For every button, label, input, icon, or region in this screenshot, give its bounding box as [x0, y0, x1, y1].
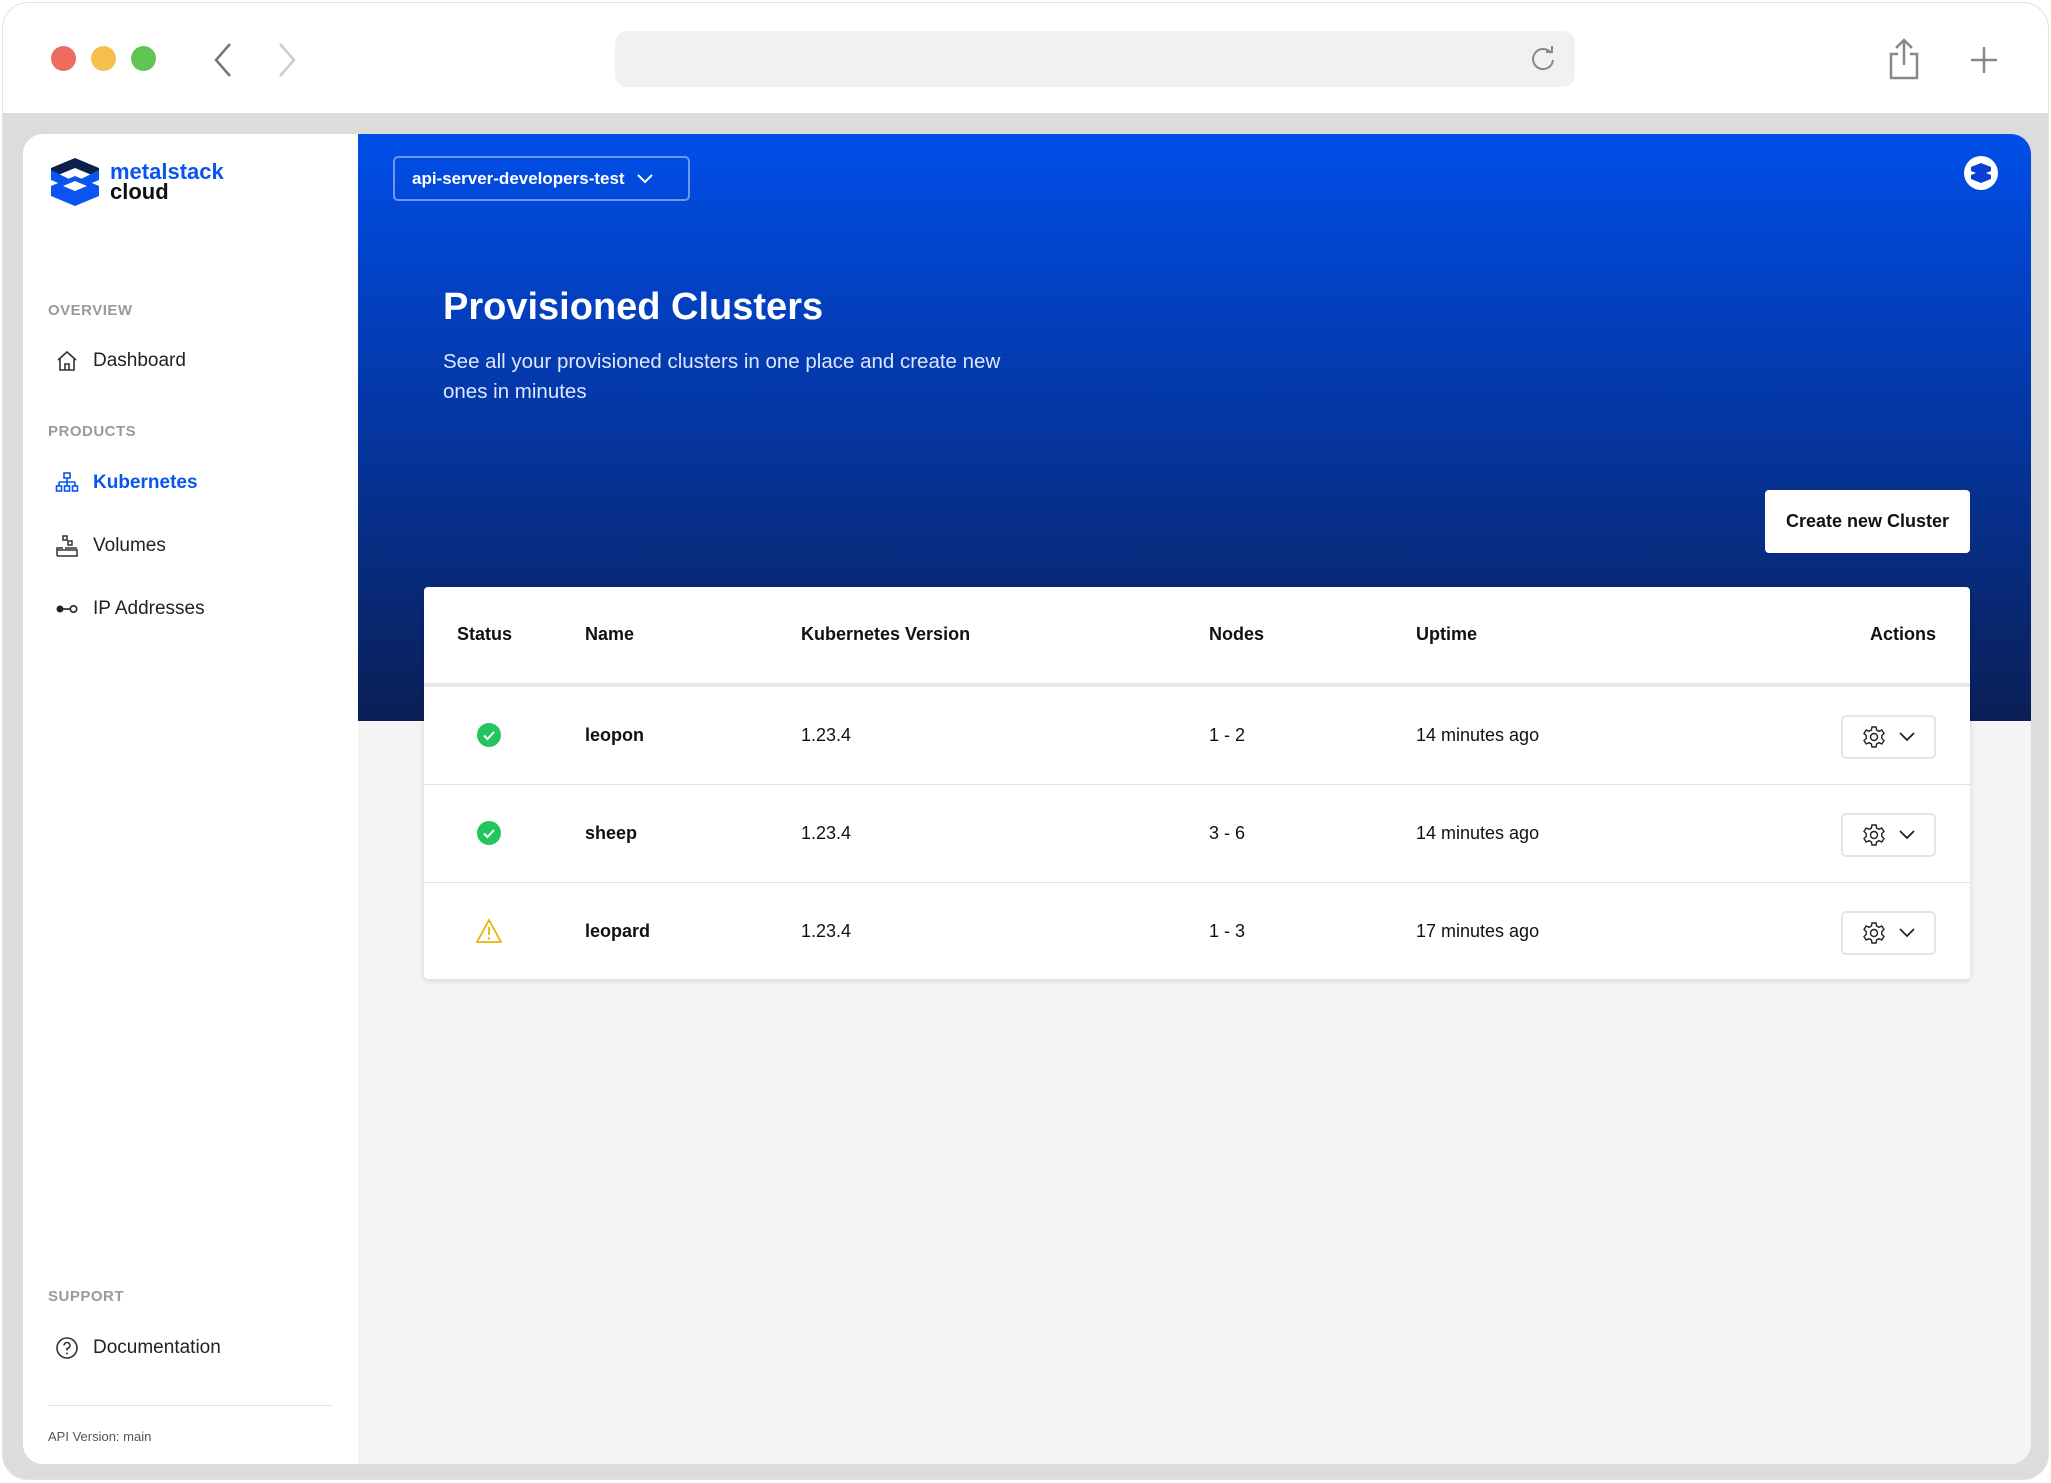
cluster-nodes: 3 - 6 [1209, 823, 1246, 843]
sidebar-item-volumes[interactable]: Volumes [55, 534, 166, 558]
back-icon[interactable] [211, 41, 235, 79]
sidebar-item-label: Volumes [93, 535, 166, 556]
user-avatar[interactable] [1963, 155, 1999, 191]
cluster-name: leopard [585, 921, 651, 941]
chevron-down-icon [636, 173, 653, 183]
status-warning-icon [475, 918, 503, 944]
chevron-down-icon [1898, 928, 1915, 938]
cluster-actions-button[interactable] [1841, 715, 1936, 759]
cluster-nodes: 1 - 3 [1209, 921, 1246, 941]
section-products: PRODUCTS [48, 423, 137, 440]
cluster-nodes: 1 - 2 [1209, 725, 1246, 745]
sidebar-item-kubernetes[interactable]: Kubernetes [55, 471, 198, 495]
table-row[interactable]: sheep 1.23.4 3 - 6 14 minutes ago [424, 785, 1970, 883]
logo[interactable]: metalstack cloud [49, 156, 224, 208]
divider [48, 1405, 333, 1406]
brand-name: metalstack [110, 159, 224, 184]
sidebar-item-documentation[interactable]: Documentation [55, 1336, 221, 1360]
gear-icon [1862, 824, 1885, 846]
new-tab-icon[interactable] [1969, 45, 1999, 75]
create-cluster-button[interactable]: Create new Cluster [1765, 490, 1970, 553]
cluster-actions-button[interactable] [1841, 911, 1936, 955]
chevron-down-icon [1898, 830, 1915, 840]
col-name: Name [585, 624, 635, 644]
cluster-name: sheep [585, 823, 638, 843]
page-subtitle: See all your provisioned clusters in one… [443, 350, 1001, 403]
gear-icon [1862, 726, 1885, 748]
sidebar-item-label: Kubernetes [93, 472, 198, 493]
status-ok-icon [476, 722, 502, 748]
cluster-uptime: 14 minutes ago [1416, 823, 1540, 843]
section-support: SUPPORT [48, 1288, 125, 1305]
col-actions: Actions [1869, 624, 1936, 644]
app: metalstack cloud OVERVIEW Dashboard PROD… [23, 134, 2031, 1464]
sidebar-item-ip-addresses[interactable]: IP Addresses [55, 597, 205, 621]
home-icon [57, 350, 77, 371]
section-overview: OVERVIEW [48, 302, 133, 319]
col-status: Status [457, 624, 513, 644]
sidebar-item-label: IP Addresses [93, 598, 205, 619]
help-circle-icon [56, 1337, 78, 1359]
chevron-down-icon [1898, 732, 1915, 742]
cluster-version: 1.23.4 [801, 725, 852, 745]
page-title: Provisioned Clusters [443, 286, 824, 328]
reload-icon[interactable] [1529, 45, 1557, 73]
sidebar-item-label: Dashboard [93, 350, 186, 371]
cluster-version: 1.23.4 [801, 823, 852, 843]
forward-icon[interactable] [275, 41, 299, 79]
clusters-table: Status Name Kubernetes Version Nodes Upt… [424, 587, 1970, 979]
sidebar-item-dashboard[interactable]: Dashboard [55, 349, 186, 373]
project-selector[interactable]: api-server-developers-test [393, 156, 690, 201]
address-bar[interactable] [615, 31, 1575, 87]
sidebar-item-label: Documentation [93, 1337, 221, 1358]
maximize-window-button[interactable] [131, 46, 156, 71]
api-version: API Version: main [48, 1429, 152, 1444]
metalstack-logo-icon [51, 158, 99, 206]
col-uptime: Uptime [1416, 624, 1478, 644]
ip-icon [56, 605, 78, 614]
sidebar: metalstack cloud OVERVIEW Dashboard PROD… [23, 134, 358, 1464]
header-divider [424, 683, 1970, 687]
col-version: Kubernetes Version [801, 624, 971, 644]
col-nodes: Nodes [1209, 624, 1265, 644]
cluster-icon [55, 472, 79, 492]
brand-sub: cloud [110, 179, 169, 204]
cluster-uptime: 14 minutes ago [1416, 725, 1540, 745]
minimize-window-button[interactable] [91, 46, 116, 71]
cluster-name: leopon [585, 725, 644, 745]
share-icon[interactable] [1887, 37, 1921, 81]
status-ok-icon [476, 820, 502, 846]
project-name: api-server-developers-test [412, 168, 625, 188]
close-window-button[interactable] [51, 46, 76, 71]
gear-icon [1862, 922, 1885, 944]
cluster-version: 1.23.4 [801, 921, 852, 941]
table-row[interactable]: leopard 1.23.4 1 - 3 17 minutes ago [424, 883, 1970, 981]
cluster-actions-button[interactable] [1841, 813, 1936, 857]
table-row[interactable]: leopon 1.23.4 1 - 2 14 minutes ago [424, 687, 1970, 785]
browser-toolbar [3, 3, 2048, 113]
cluster-uptime: 17 minutes ago [1416, 921, 1540, 941]
volumes-icon [56, 535, 78, 557]
